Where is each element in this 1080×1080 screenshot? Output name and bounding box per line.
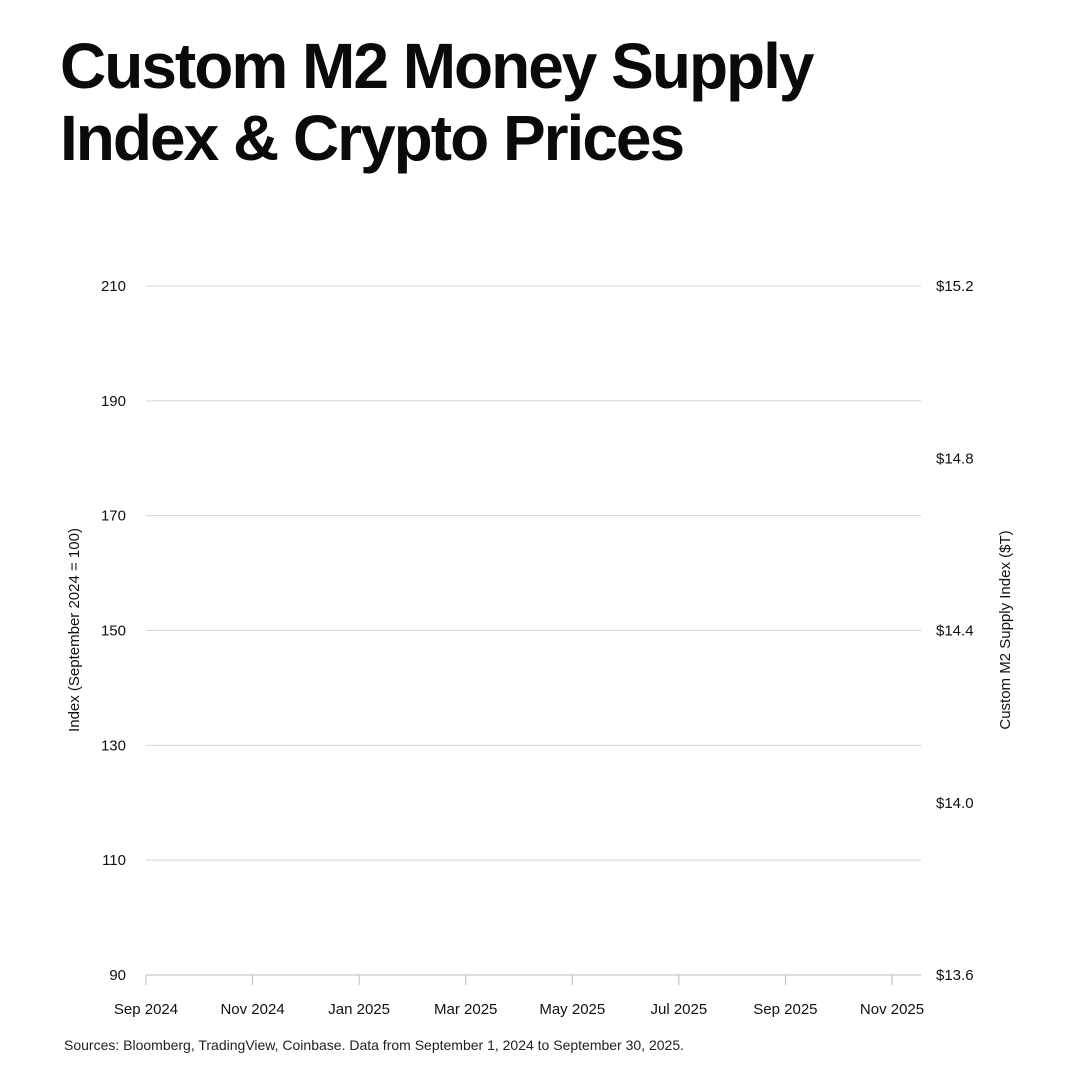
y-tick-label-right: $14.8 bbox=[936, 450, 974, 467]
y-tick-label-right: $15.2 bbox=[936, 278, 974, 295]
x-tick-label: Nov 2024 bbox=[220, 1001, 284, 1018]
chart-title: Custom M2 Money Supply Index & Crypto Pr… bbox=[60, 30, 1020, 174]
y-tick-label-left: 170 bbox=[101, 508, 126, 525]
x-tick-label: May 2025 bbox=[539, 1001, 605, 1018]
x-tick-label: Sep 2024 bbox=[114, 1001, 178, 1018]
x-tick-label: Nov 2025 bbox=[860, 1001, 924, 1018]
x-tick-label: Mar 2025 bbox=[434, 1001, 497, 1018]
y-tick-label-left: 210 bbox=[101, 278, 126, 295]
y-tick-label-left: 90 bbox=[109, 967, 126, 984]
y-axis-right: $13.6 $14.0 $14.4 $14.8 $15.2 bbox=[936, 278, 974, 984]
x-tick-label: Jan 2025 bbox=[328, 1001, 390, 1018]
y-tick-label-right: $13.6 bbox=[936, 967, 974, 984]
gridlines bbox=[146, 285, 921, 861]
chart-title-line-1: Custom M2 Money Supply bbox=[60, 30, 815, 102]
x-axis: Sep 2024 Nov 2024 Jan 2025 Mar 2025 May 2025… bbox=[114, 974, 924, 1018]
x-tick-label: Sep 2025 bbox=[753, 1001, 817, 1018]
y-tick-label-left: 110 bbox=[102, 852, 126, 869]
source-note: Sources: Bloomberg, TradingView, Coinbas… bbox=[64, 1037, 684, 1053]
y-tick-label-left: 150 bbox=[101, 623, 126, 640]
y-tick-label-right: $14.0 bbox=[936, 795, 974, 812]
x-tick-label: Jul 2025 bbox=[650, 1001, 707, 1018]
y-tick-label-right: $14.4 bbox=[936, 623, 974, 640]
y-axis-right-label: Custom M2 Supply Index ($T) bbox=[997, 530, 1014, 729]
chart-title-line-2: Index & Crypto Prices bbox=[60, 102, 685, 174]
y-axis-left-label: Index (September 2024 = 100) bbox=[66, 528, 83, 732]
y-axis-left: 90 110 130 150 170 190 210 bbox=[101, 278, 126, 984]
y-tick-label-left: 190 bbox=[101, 393, 126, 410]
y-tick-label-left: 130 bbox=[101, 737, 126, 754]
